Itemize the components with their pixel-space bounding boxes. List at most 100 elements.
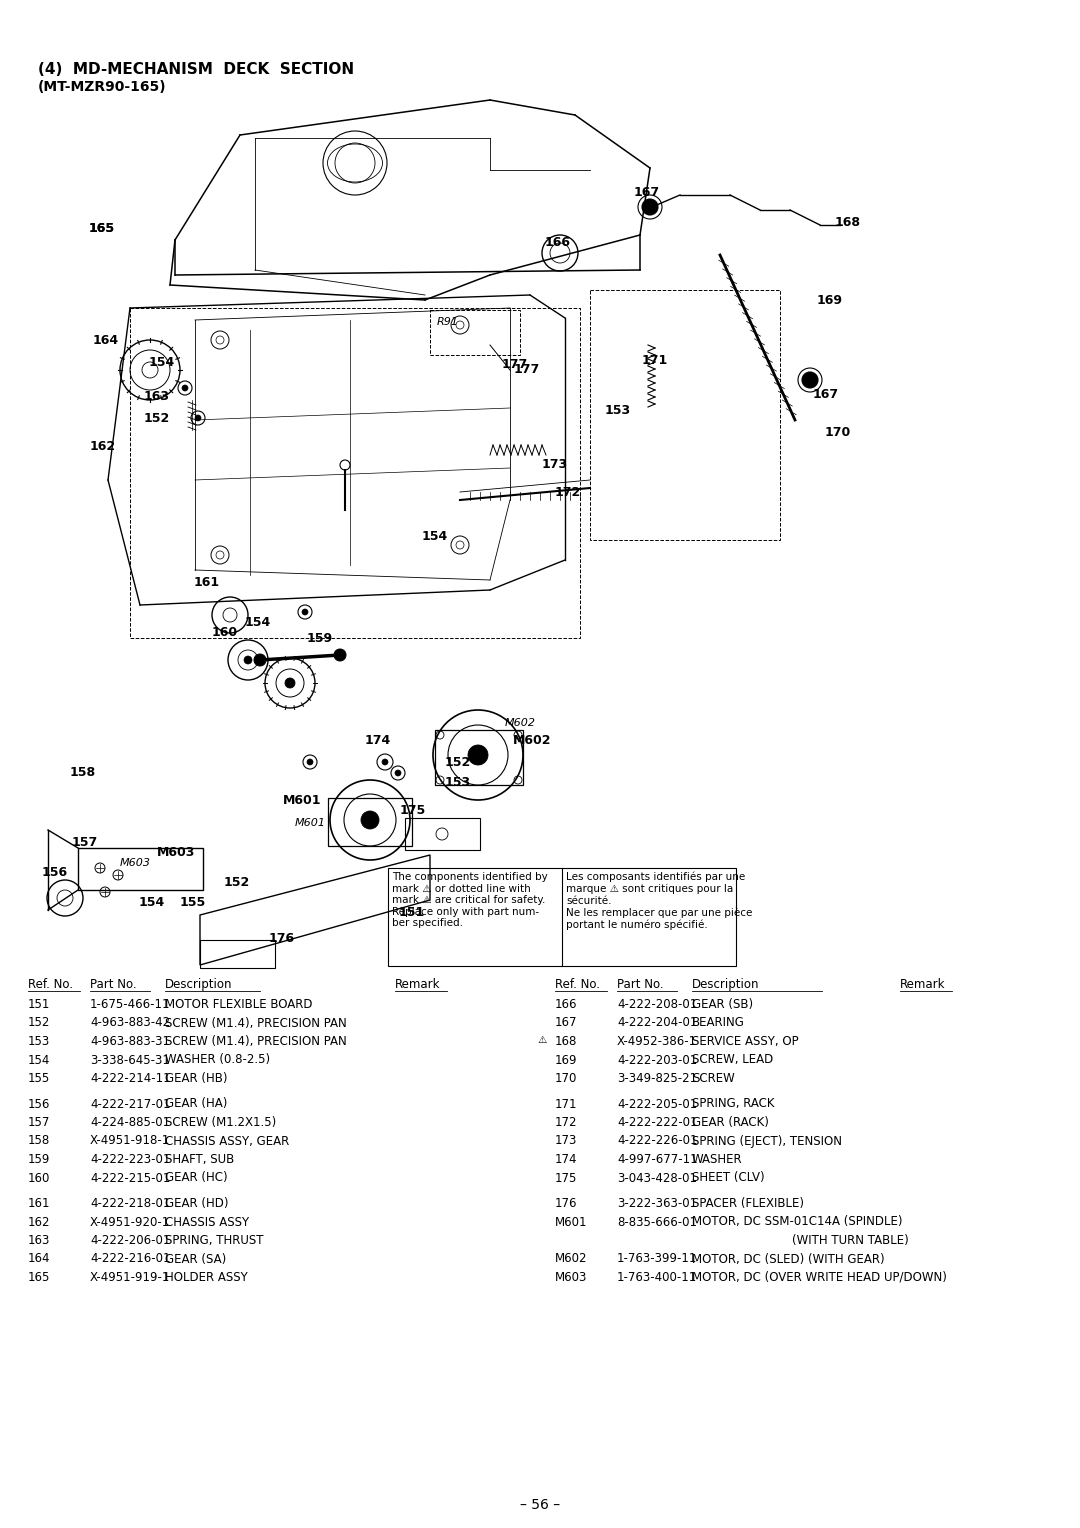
Text: (MT-MZR90-165): (MT-MZR90-165) bbox=[38, 79, 166, 95]
Text: 4-222-204-01: 4-222-204-01 bbox=[617, 1016, 698, 1030]
Circle shape bbox=[642, 199, 658, 215]
Text: 3-349-825-21: 3-349-825-21 bbox=[617, 1073, 697, 1085]
Text: 163: 163 bbox=[144, 391, 170, 403]
Text: 168: 168 bbox=[555, 1034, 578, 1048]
Text: M601: M601 bbox=[555, 1215, 588, 1229]
Text: 4-222-222-01: 4-222-222-01 bbox=[617, 1115, 698, 1129]
Text: 161: 161 bbox=[28, 1196, 51, 1210]
Text: SPRING (EJECT), TENSION: SPRING (EJECT), TENSION bbox=[692, 1134, 842, 1148]
Text: GEAR (RACK): GEAR (RACK) bbox=[692, 1115, 769, 1129]
Text: 168: 168 bbox=[835, 215, 861, 229]
Circle shape bbox=[302, 610, 308, 614]
Text: SCREW (M1.4), PRECISION PAN: SCREW (M1.4), PRECISION PAN bbox=[165, 1034, 347, 1048]
Text: Remark: Remark bbox=[395, 978, 441, 992]
Text: 1-763-400-11: 1-763-400-11 bbox=[617, 1271, 698, 1284]
Text: 164: 164 bbox=[28, 1253, 51, 1265]
Text: GEAR (SB): GEAR (SB) bbox=[692, 998, 753, 1012]
Circle shape bbox=[254, 654, 266, 666]
Text: ⚠: ⚠ bbox=[537, 1034, 546, 1045]
Text: Les composants identifiés par une
marque ⚠ sont critiques pour la
sécurité.
Ne l: Les composants identifiés par une marque… bbox=[566, 872, 753, 931]
Text: (WITH TURN TABLE): (WITH TURN TABLE) bbox=[792, 1235, 908, 1247]
Circle shape bbox=[285, 678, 295, 688]
Text: X-4951-918-1: X-4951-918-1 bbox=[90, 1134, 171, 1148]
Bar bbox=[590, 290, 780, 539]
Text: SPACER (FLEXIBLE): SPACER (FLEXIBLE) bbox=[692, 1196, 804, 1210]
Text: Part No.: Part No. bbox=[617, 978, 663, 992]
Text: 162: 162 bbox=[90, 440, 116, 454]
Text: 164: 164 bbox=[93, 333, 119, 347]
Text: 171: 171 bbox=[642, 353, 669, 367]
Bar bbox=[435, 730, 523, 785]
Text: 4-222-208-01: 4-222-208-01 bbox=[617, 998, 698, 1012]
Text: 170: 170 bbox=[825, 425, 851, 439]
Text: MOTOR, DC (SLED) (WITH GEAR): MOTOR, DC (SLED) (WITH GEAR) bbox=[692, 1253, 885, 1265]
Text: 170: 170 bbox=[555, 1073, 578, 1085]
Text: 159: 159 bbox=[28, 1154, 51, 1166]
Text: 152: 152 bbox=[224, 876, 251, 888]
Text: R91: R91 bbox=[437, 316, 459, 327]
Text: 167: 167 bbox=[813, 388, 839, 402]
Text: 4-224-885-01: 4-224-885-01 bbox=[90, 1115, 171, 1129]
Circle shape bbox=[307, 759, 313, 766]
Text: 162: 162 bbox=[28, 1215, 51, 1229]
Text: 152: 152 bbox=[144, 411, 171, 425]
Text: GEAR (HA): GEAR (HA) bbox=[165, 1097, 228, 1111]
Text: 4-222-223-01: 4-222-223-01 bbox=[90, 1154, 171, 1166]
Text: 173: 173 bbox=[555, 1134, 578, 1148]
Text: 4-222-215-01: 4-222-215-01 bbox=[90, 1172, 171, 1184]
Text: 3-043-428-01: 3-043-428-01 bbox=[617, 1172, 697, 1184]
Text: SCREW (M1.4), PRECISION PAN: SCREW (M1.4), PRECISION PAN bbox=[165, 1016, 347, 1030]
Text: CHASSIS ASSY, GEAR: CHASSIS ASSY, GEAR bbox=[165, 1134, 289, 1148]
Text: M601: M601 bbox=[295, 817, 326, 828]
Text: SPRING, RACK: SPRING, RACK bbox=[692, 1097, 774, 1111]
Text: 1-763-399-11: 1-763-399-11 bbox=[617, 1253, 698, 1265]
Bar bbox=[78, 848, 203, 889]
Text: 154: 154 bbox=[149, 356, 175, 368]
Text: Description: Description bbox=[692, 978, 759, 992]
Text: 154: 154 bbox=[28, 1053, 51, 1067]
Text: 151: 151 bbox=[399, 906, 426, 918]
Text: 176: 176 bbox=[555, 1196, 578, 1210]
Text: 158: 158 bbox=[70, 767, 96, 779]
Text: 3-338-645-31: 3-338-645-31 bbox=[90, 1053, 170, 1067]
Text: M602: M602 bbox=[555, 1253, 588, 1265]
Text: SERVICE ASSY, OP: SERVICE ASSY, OP bbox=[692, 1034, 798, 1048]
Text: 159: 159 bbox=[307, 631, 333, 645]
Text: 158: 158 bbox=[28, 1134, 51, 1148]
Text: X-4951-920-1: X-4951-920-1 bbox=[90, 1215, 171, 1229]
Text: Remark: Remark bbox=[900, 978, 945, 992]
Bar bbox=[130, 309, 580, 639]
Text: – 56 –: – 56 – bbox=[519, 1497, 561, 1513]
Text: 3-222-363-01: 3-222-363-01 bbox=[617, 1196, 697, 1210]
Text: 177: 177 bbox=[514, 364, 540, 376]
Text: M603: M603 bbox=[120, 859, 151, 868]
Text: 152: 152 bbox=[445, 755, 471, 769]
Text: 4-222-214-11: 4-222-214-11 bbox=[90, 1073, 171, 1085]
Text: 174: 174 bbox=[365, 733, 391, 747]
Text: 4-222-203-01: 4-222-203-01 bbox=[617, 1053, 698, 1067]
Text: 152: 152 bbox=[28, 1016, 51, 1030]
Text: GEAR (SA): GEAR (SA) bbox=[165, 1253, 226, 1265]
Text: 155: 155 bbox=[180, 895, 206, 909]
Text: X-4952-386-1: X-4952-386-1 bbox=[617, 1034, 697, 1048]
Text: WASHER: WASHER bbox=[692, 1154, 743, 1166]
Text: 4-963-883-31: 4-963-883-31 bbox=[90, 1034, 170, 1048]
Text: 163: 163 bbox=[28, 1235, 51, 1247]
Text: SPRING, THRUST: SPRING, THRUST bbox=[165, 1235, 264, 1247]
Text: Ref. No.: Ref. No. bbox=[555, 978, 600, 992]
Bar bbox=[200, 940, 275, 969]
Circle shape bbox=[382, 759, 388, 766]
Text: 169: 169 bbox=[555, 1053, 578, 1067]
Text: 154: 154 bbox=[422, 530, 448, 544]
Text: MOTOR FLEXIBLE BOARD: MOTOR FLEXIBLE BOARD bbox=[165, 998, 312, 1012]
Text: 165: 165 bbox=[89, 222, 116, 234]
Text: 174: 174 bbox=[555, 1154, 578, 1166]
Bar bbox=[405, 817, 480, 850]
Text: 153: 153 bbox=[28, 1034, 51, 1048]
Text: SCREW, LEAD: SCREW, LEAD bbox=[692, 1053, 773, 1067]
Text: 157: 157 bbox=[72, 836, 98, 848]
Text: 4-222-206-01: 4-222-206-01 bbox=[90, 1235, 171, 1247]
Text: 175: 175 bbox=[400, 804, 427, 816]
Text: 172: 172 bbox=[555, 486, 581, 498]
Text: 157: 157 bbox=[28, 1115, 51, 1129]
